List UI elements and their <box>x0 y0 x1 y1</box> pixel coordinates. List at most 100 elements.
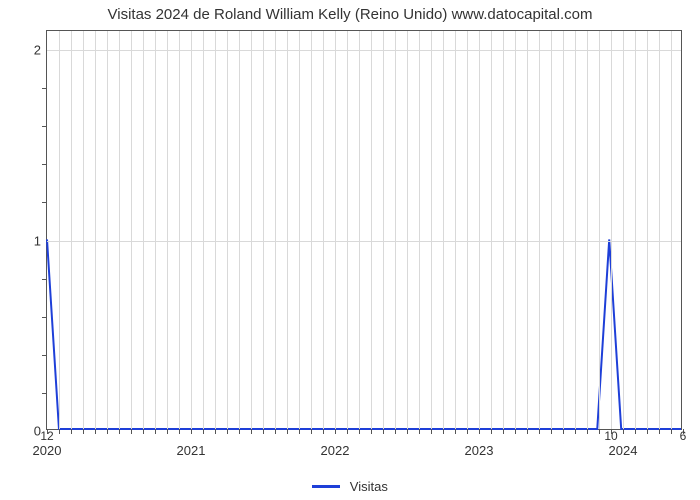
x-tick-label: 2021 <box>177 443 206 458</box>
grid-line-v <box>179 31 180 429</box>
grid-line-v <box>215 31 216 429</box>
x-minor-tick <box>635 429 636 434</box>
x-minor-tick <box>383 429 384 434</box>
grid-line-v <box>335 31 336 429</box>
x-minor-tick <box>227 429 228 434</box>
x-minor-tick <box>599 429 600 434</box>
x-minor-tick <box>179 429 180 434</box>
grid-line-v <box>347 31 348 429</box>
y-minor-tick <box>42 317 47 318</box>
grid-line-v <box>119 31 120 429</box>
x-minor-tick <box>311 429 312 434</box>
legend-label: Visitas <box>350 479 388 494</box>
x-minor-tick <box>395 429 396 434</box>
grid-line-v <box>59 31 60 429</box>
grid-line-v <box>491 31 492 429</box>
x-minor-tick <box>263 429 264 434</box>
grid-line-v <box>611 31 612 429</box>
grid-line-v <box>503 31 504 429</box>
grid-line-v <box>539 31 540 429</box>
grid-line-v <box>647 31 648 429</box>
y-minor-tick <box>42 88 47 89</box>
grid-line-v <box>431 31 432 429</box>
y-minor-tick <box>42 164 47 165</box>
grid-line-v <box>443 31 444 429</box>
x-minor-tick <box>239 429 240 434</box>
x-minor-tick <box>431 429 432 434</box>
grid-line-v <box>131 31 132 429</box>
grid-line-v <box>191 31 192 429</box>
grid-line-v <box>623 31 624 429</box>
x-minor-tick <box>167 429 168 434</box>
x-minor-tick <box>335 429 336 434</box>
legend-swatch <box>312 485 340 488</box>
grid-line-v <box>599 31 600 429</box>
grid-line-v <box>239 31 240 429</box>
x-minor-tick <box>371 429 372 434</box>
x-minor-tick <box>287 429 288 434</box>
x-minor-tick <box>647 429 648 434</box>
grid-line-v <box>479 31 480 429</box>
grid-line-v <box>575 31 576 429</box>
grid-line-v <box>395 31 396 429</box>
grid-line-v <box>515 31 516 429</box>
grid-line-v <box>383 31 384 429</box>
grid-line-v <box>551 31 552 429</box>
x-minor-tick <box>323 429 324 434</box>
grid-line-v <box>83 31 84 429</box>
chart-title: Visitas 2024 de Roland William Kelly (Re… <box>0 6 700 23</box>
grid-line-v <box>143 31 144 429</box>
x-minor-tick <box>587 429 588 434</box>
legend: Visitas <box>0 478 700 494</box>
plot-area: 0122020202120222023202412106 <box>46 30 682 430</box>
grid-line-v <box>635 31 636 429</box>
grid-line-v <box>287 31 288 429</box>
x-minor-tick <box>407 429 408 434</box>
x-minor-tick <box>251 429 252 434</box>
grid-line-v <box>275 31 276 429</box>
grid-line-v <box>359 31 360 429</box>
x-minor-tick <box>419 429 420 434</box>
x-tick-label: 2023 <box>465 443 494 458</box>
x-minor-tick <box>71 429 72 434</box>
x-minor-tick <box>119 429 120 434</box>
x-minor-tick <box>347 429 348 434</box>
grid-line-v <box>299 31 300 429</box>
grid-line-v <box>71 31 72 429</box>
grid-line-v <box>323 31 324 429</box>
x-minor-tick <box>83 429 84 434</box>
x-minor-tick <box>551 429 552 434</box>
x-minor-tick <box>203 429 204 434</box>
chart-container: Visitas 2024 de Roland William Kelly (Re… <box>0 0 700 500</box>
x-minor-tick <box>455 429 456 434</box>
x-minor-tick <box>515 429 516 434</box>
value-label: 10 <box>604 429 617 443</box>
x-minor-tick <box>59 429 60 434</box>
grid-line-v <box>167 31 168 429</box>
grid-line-v <box>95 31 96 429</box>
grid-line-v <box>263 31 264 429</box>
x-minor-tick <box>107 429 108 434</box>
x-minor-tick <box>503 429 504 434</box>
grid-line-v <box>371 31 372 429</box>
x-minor-tick <box>275 429 276 434</box>
y-tick-label: 1 <box>34 233 41 248</box>
grid-line-v <box>659 31 660 429</box>
x-tick-label: 2024 <box>609 443 638 458</box>
x-minor-tick <box>95 429 96 434</box>
x-minor-tick <box>659 429 660 434</box>
y-minor-tick <box>42 202 47 203</box>
x-minor-tick <box>563 429 564 434</box>
x-minor-tick <box>575 429 576 434</box>
grid-line-v <box>251 31 252 429</box>
x-minor-tick <box>539 429 540 434</box>
y-tick-label: 2 <box>34 43 41 58</box>
grid-line-v <box>563 31 564 429</box>
x-tick-label: 2020 <box>33 443 62 458</box>
y-minor-tick <box>42 355 47 356</box>
x-minor-tick <box>215 429 216 434</box>
x-minor-tick <box>155 429 156 434</box>
x-tick-label: 2022 <box>321 443 350 458</box>
grid-line-v <box>467 31 468 429</box>
value-label: 12 <box>40 429 53 443</box>
